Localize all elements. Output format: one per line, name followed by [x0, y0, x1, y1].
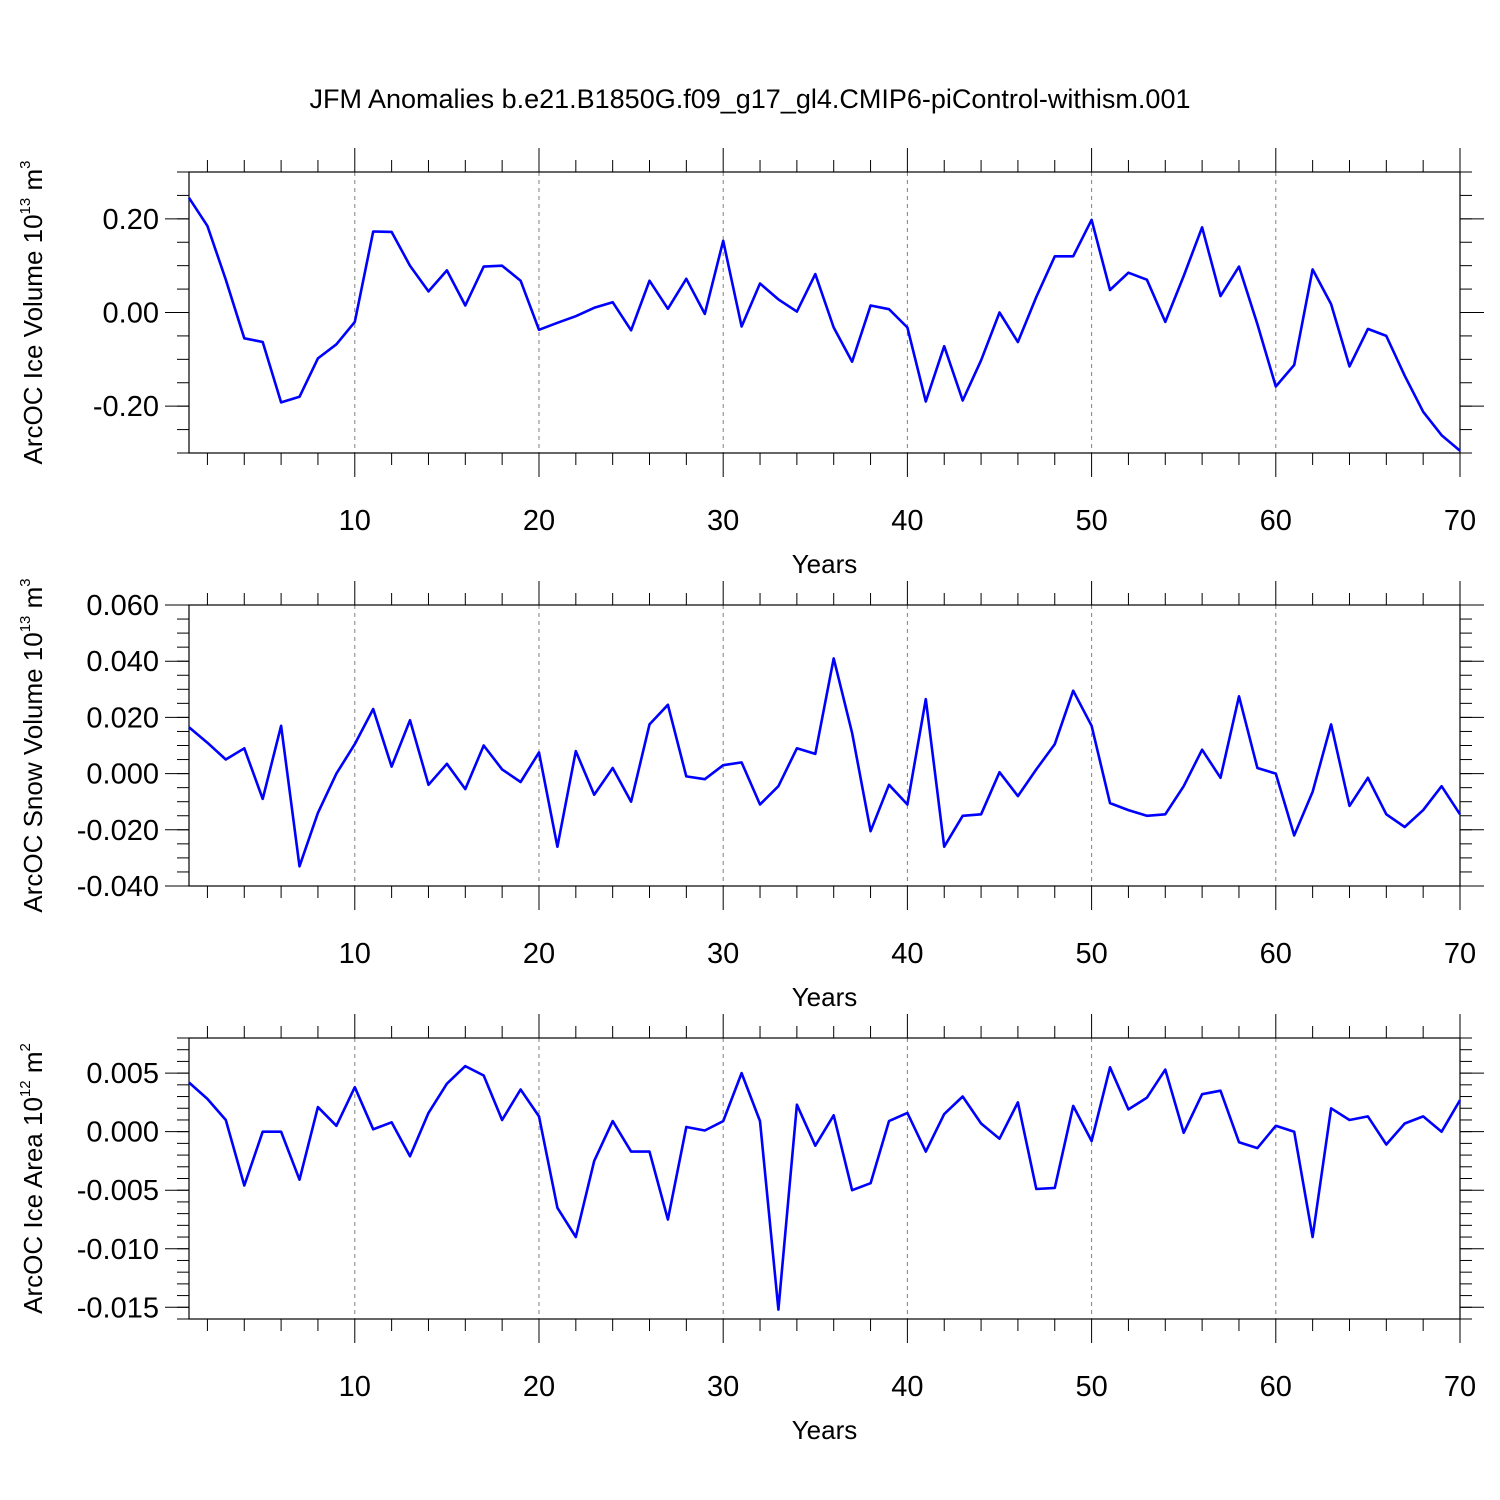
chart-title: JFM Anomalies b.e21.B1850G.f09_g17_gl4.C… — [310, 84, 1191, 114]
y-tick-label: 0.060 — [86, 590, 159, 622]
y-tick-label: 0.20 — [103, 204, 159, 236]
x-axis-title: Years — [792, 1415, 858, 1445]
series-line-ice-area — [188, 1064, 1462, 1311]
y-tick-label: 0.00 — [103, 298, 159, 330]
x-tick-label: 40 — [891, 1371, 923, 1403]
y-tick-label: -0.020 — [77, 815, 159, 847]
y-axis-title: ArcOC Ice Volume 1013 m3 — [17, 161, 48, 465]
x-tick-label: 60 — [1260, 505, 1292, 537]
x-axis-title: Years — [792, 982, 858, 1012]
x-tick-label: 20 — [523, 505, 555, 537]
y-tick-label: 0.000 — [86, 759, 159, 791]
plot-frame — [188, 604, 1461, 887]
x-tick-label: 30 — [707, 1371, 739, 1403]
y-tick-label: -0.005 — [77, 1175, 159, 1207]
x-tick-label: 50 — [1075, 938, 1107, 970]
y-tick-label: 0.000 — [86, 1117, 159, 1149]
x-tick-label: 70 — [1444, 1371, 1476, 1403]
y-tick-label: -0.015 — [77, 1292, 159, 1324]
x-tick-label: 40 — [891, 938, 923, 970]
plot-frame — [188, 171, 1461, 454]
y-axis-title: ArcOC Ice Area 1012 m2 — [17, 1043, 48, 1314]
x-tick-label: 70 — [1444, 938, 1476, 970]
y-axis-title: ArcOC Snow Volume 1013 m3 — [17, 578, 48, 912]
series-line-snow-volume — [188, 657, 1462, 868]
x-tick-label: 10 — [339, 505, 371, 537]
x-tick-label: 60 — [1260, 1371, 1292, 1403]
panel-ice-volume: -0.20 0.00 0.20 10 20 30 40 50 60 70 Years ArcOC Ic… — [17, 148, 1484, 579]
y-tick-label: -0.040 — [77, 871, 159, 903]
x-tick-label: 50 — [1075, 1371, 1107, 1403]
x-tick-label: 10 — [339, 1371, 371, 1403]
x-tick-label: 40 — [891, 505, 923, 537]
y-tick-label: 0.040 — [86, 646, 159, 678]
series-line-ice-volume — [187, 197, 1461, 452]
y-tick-label: 0.005 — [86, 1058, 159, 1090]
x-tick-label: 50 — [1075, 505, 1107, 537]
x-tick-label: 70 — [1444, 505, 1476, 537]
x-tick-label: 60 — [1260, 938, 1292, 970]
x-axis-title: Years — [792, 549, 858, 579]
y-tick-label: 0.020 — [86, 702, 159, 734]
plot-frame — [188, 1037, 1461, 1320]
y-tick-label: -0.010 — [77, 1234, 159, 1266]
x-tick-label: 20 — [523, 1371, 555, 1403]
x-tick-label: 20 — [523, 938, 555, 970]
x-tick-label: 30 — [707, 505, 739, 537]
panel-snow-volume: -0.040 -0.020 0.000 0.020 0.040 0.060 10 20 30 40… — [17, 578, 1484, 1012]
x-tick-label: 10 — [339, 938, 371, 970]
panel-ice-area: -0.015 -0.010 -0.005 0.000 0.005 10 20 30 40 50 60… — [17, 1014, 1484, 1445]
y-tick-label: -0.20 — [93, 391, 159, 423]
x-tick-label: 30 — [707, 938, 739, 970]
